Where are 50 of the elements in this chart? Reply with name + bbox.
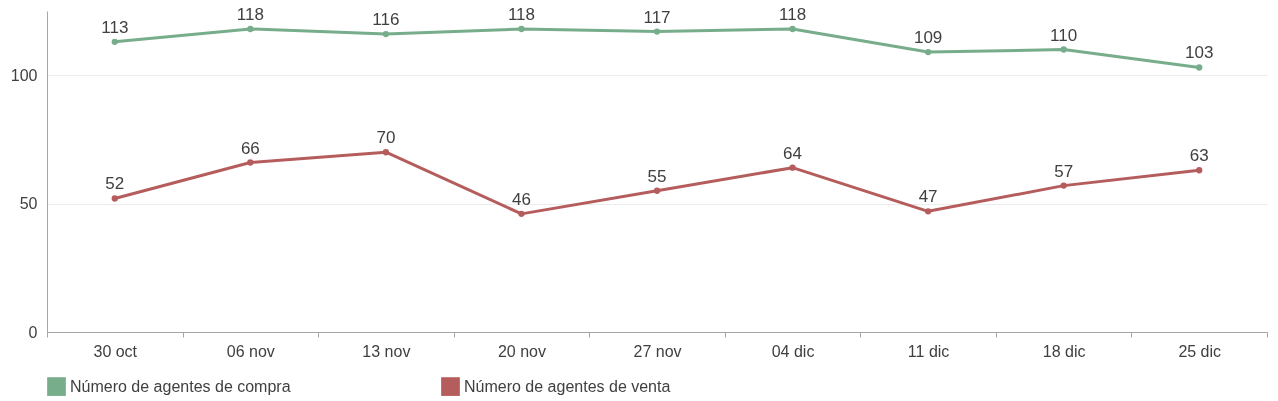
data-label: 47 (918, 187, 938, 207)
data-label: 116 (372, 10, 400, 30)
data-label: 109 (913, 28, 943, 48)
x-tick-label: 04 dic (771, 342, 815, 360)
x-tick-label: 06 nov (226, 342, 275, 360)
y-tick-label: 100 (10, 66, 38, 84)
data-label: 118 (779, 4, 807, 24)
point (924, 208, 932, 215)
point (1060, 46, 1067, 53)
data-label: 57 (1054, 161, 1074, 181)
data-label: 113 (101, 17, 129, 37)
point (924, 48, 932, 56)
point (247, 159, 254, 166)
point (518, 25, 525, 33)
point (518, 210, 525, 218)
y-tick-label: 50 (19, 195, 38, 213)
point (247, 25, 254, 33)
x-tick-label: 30 oct (93, 342, 138, 360)
x-tick-label: 27 nov (633, 342, 682, 360)
point (653, 187, 661, 194)
x-tick-label: 20 nov (497, 342, 546, 360)
point (111, 195, 118, 202)
legend-label: Número de agentes de compra (70, 377, 291, 395)
x-tick-label: 18 dic (1042, 342, 1086, 360)
point (789, 164, 796, 171)
data-label: 46 (511, 189, 531, 209)
data-label: 103 (1185, 43, 1214, 63)
point (1196, 167, 1203, 174)
data-label: 52 (105, 174, 125, 194)
point (1196, 64, 1203, 71)
point (653, 28, 661, 35)
data-label: 118 (507, 4, 535, 24)
data-label: 110 (1050, 25, 1078, 45)
x-tick-label: 13 nov (362, 342, 411, 360)
data-label: 64 (783, 143, 803, 163)
point (789, 25, 796, 33)
x-tick-label: 11 dic (907, 342, 950, 360)
data-label: 63 (1189, 146, 1209, 166)
data-label: 118 (236, 4, 264, 24)
data-label: 55 (647, 166, 667, 186)
point (382, 30, 390, 38)
x-tick-label: 25 dic (1178, 342, 1222, 360)
point (1060, 182, 1067, 189)
data-label: 66 (240, 138, 260, 158)
data-label: 117 (643, 7, 671, 27)
point (382, 149, 390, 156)
legend-label: Número de agentes de venta (464, 377, 671, 395)
data-label: 70 (376, 128, 396, 148)
y-tick-label: 0 (28, 323, 38, 341)
point (111, 38, 118, 45)
